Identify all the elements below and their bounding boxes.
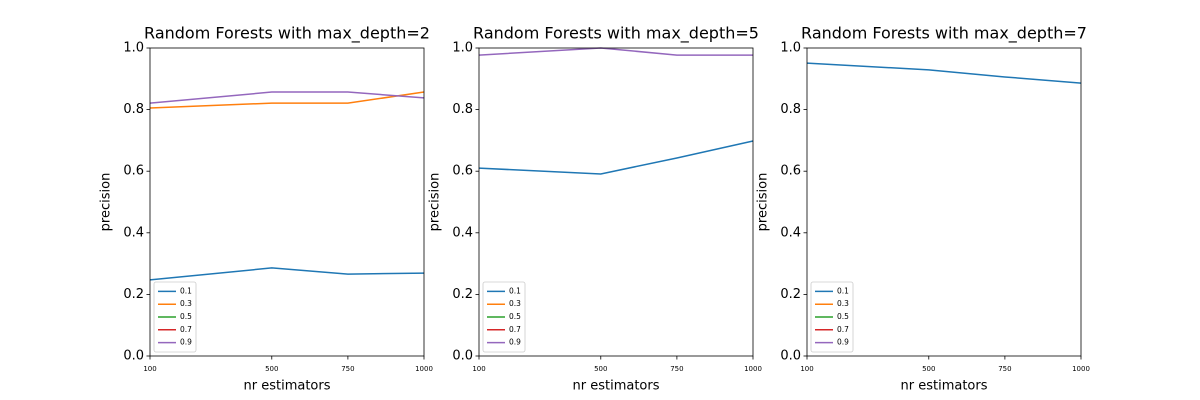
y-tick-label: 0.8 (780, 102, 801, 117)
y-axis-label: precision (428, 173, 443, 232)
x-tick-label: 100 (472, 365, 485, 373)
legend-label: 0.7 (180, 325, 192, 334)
x-axis-label: nr estimators (573, 379, 660, 394)
x-tick-label: 500 (265, 365, 278, 373)
legend-label: 0.9 (837, 338, 849, 347)
plot-frame (806, 47, 1082, 357)
x-tick-label: 500 (922, 365, 935, 373)
series-line (806, 62, 1082, 84)
legend-label: 0.3 (837, 299, 849, 308)
legend-label: 0.9 (180, 338, 192, 347)
y-axis-label: precision (756, 173, 771, 232)
y-tick-label: 0.4 (452, 225, 473, 240)
legend-label: 0.7 (509, 325, 521, 334)
x-tick-label: 100 (800, 365, 813, 373)
chart-title: Random Forests with max_depth=5 (473, 24, 759, 44)
legend-label: 0.5 (509, 312, 521, 321)
y-tick-label: 0.0 (780, 349, 801, 364)
y-tick-label: 0.2 (123, 287, 144, 302)
legend-label: 0.1 (837, 286, 849, 295)
legend-label: 0.7 (837, 325, 849, 334)
legend-label: 0.1 (509, 286, 521, 295)
legend-label: 0.5 (180, 312, 192, 321)
y-tick-label: 1.0 (452, 41, 473, 56)
x-axis-label: nr estimators (244, 379, 331, 394)
chart-title: Random Forests with max_depth=2 (144, 24, 430, 44)
y-tick-label: 0.2 (452, 287, 473, 302)
series-line (478, 47, 753, 56)
x-tick-label: 1000 (415, 365, 433, 373)
y-tick-label: 0.6 (780, 164, 801, 179)
x-tick-label: 750 (341, 365, 354, 373)
series-line (149, 91, 425, 109)
y-tick-label: 0.6 (452, 164, 473, 179)
y-tick-label: 1.0 (780, 41, 801, 56)
y-tick-label: 1.0 (123, 41, 144, 56)
y-tick-label: 0.4 (780, 225, 801, 240)
y-tick-label: 0.0 (123, 349, 144, 364)
plot-frame (149, 47, 425, 357)
legend-label: 0.9 (509, 338, 521, 347)
series-line (478, 140, 754, 175)
legend-label: 0.3 (509, 299, 521, 308)
x-tick-label: 750 (670, 365, 683, 373)
series-line (149, 91, 425, 104)
y-axis-label: precision (99, 173, 114, 232)
y-tick-label: 0.2 (780, 287, 801, 302)
x-tick-label: 500 (594, 365, 607, 373)
y-tick-label: 0.0 (452, 349, 473, 364)
x-axis-label: nr estimators (901, 379, 988, 394)
x-tick-label: 1000 (744, 365, 762, 373)
y-tick-label: 0.8 (452, 102, 473, 117)
y-tick-label: 0.6 (123, 164, 144, 179)
x-tick-label: 1000 (1072, 365, 1090, 373)
x-tick-label: 100 (143, 365, 156, 373)
y-tick-label: 0.4 (123, 225, 144, 240)
legend-label: 0.3 (180, 299, 192, 308)
plot-frame (478, 47, 754, 357)
series-line (149, 267, 425, 281)
chart-title: Random Forests with max_depth=7 (801, 24, 1087, 44)
y-tick-label: 0.8 (123, 102, 144, 117)
legend-label: 0.1 (180, 286, 192, 295)
legend-label: 0.5 (837, 312, 849, 321)
x-tick-label: 750 (998, 365, 1011, 373)
